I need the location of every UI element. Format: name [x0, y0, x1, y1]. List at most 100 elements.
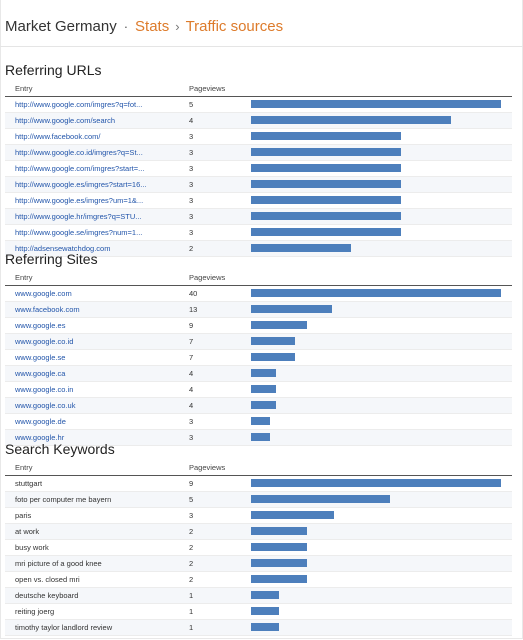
- entry-link[interactable]: www.facebook.com: [15, 305, 80, 314]
- table-row: timothy taylor landlord review 1: [5, 620, 512, 636]
- pageviews-bar: [251, 401, 276, 409]
- entry-link[interactable]: http://www.google.hr/imgres?q=STU...: [15, 212, 142, 221]
- pageviews-bar: [251, 148, 401, 156]
- entry-link[interactable]: www.google.ca: [15, 369, 66, 378]
- entry-text: timothy taylor landlord review: [15, 623, 113, 632]
- breadcrumb-current[interactable]: Traffic sources: [185, 17, 284, 35]
- entry-link[interactable]: http://www.google.es/imgres?start=16...: [15, 180, 147, 189]
- entry-link[interactable]: http://www.google.com/imgres?q=fot...: [15, 100, 143, 109]
- search-keywords-section: Search Keywords Entry Pageviews stuttgar…: [0, 439, 512, 636]
- entry-text: stuttgart: [15, 479, 43, 488]
- pageviews-value: 5: [189, 495, 194, 504]
- pageviews-bar: [251, 591, 279, 599]
- pageviews-bar: [251, 527, 307, 535]
- pageviews-bar: [251, 337, 295, 345]
- entry-text: open vs. closed mri: [15, 575, 80, 584]
- pageviews-value: 3: [189, 164, 194, 173]
- table-row: www.google.co.uk 4: [5, 398, 512, 414]
- breadcrumb-chevron-icon: ›: [175, 18, 180, 34]
- pageviews-value: 9: [189, 479, 194, 488]
- pageviews-bar: [251, 479, 501, 487]
- table-row: open vs. closed mri 2: [5, 572, 512, 588]
- table-row: www.google.co.id 7: [5, 334, 512, 350]
- pageviews-bar: [251, 305, 332, 313]
- table-body: stuttgart 9 foto per computer me bayern 5 pa…: [5, 476, 512, 636]
- pageviews-column-header: Pageviews: [189, 84, 226, 93]
- entry-link[interactable]: http://www.google.es/imgres?um=1&...: [15, 196, 144, 205]
- pageviews-value: 3: [189, 196, 194, 205]
- pageviews-value: 2: [189, 527, 194, 536]
- pageviews-bar: [251, 385, 276, 393]
- pageviews-value: 5: [189, 100, 194, 109]
- pageviews-value: 4: [189, 116, 194, 125]
- entry-link[interactable]: www.google.de: [15, 417, 66, 426]
- table-row: www.google.es 9: [5, 318, 512, 334]
- pageviews-bar: [251, 495, 390, 503]
- entry-link[interactable]: http://www.google.se/imgres?num=1...: [15, 228, 143, 237]
- table-row: http://www.google.co.id/imgres?q=St... 3: [5, 145, 512, 161]
- table-row: www.google.hr 3: [5, 430, 512, 446]
- pageviews-bar: [251, 433, 270, 441]
- pageviews-bar: [251, 321, 307, 329]
- pageviews-value: 7: [189, 337, 194, 346]
- table-row: deutsche keyboard 1: [5, 588, 512, 604]
- entry-link[interactable]: www.google.co.uk: [15, 401, 76, 410]
- pageviews-column-header: Pageviews: [189, 463, 226, 472]
- pageviews-value: 1: [189, 591, 194, 600]
- pageviews-bar: [251, 100, 501, 108]
- entry-link[interactable]: http://www.google.co.id/imgres?q=St...: [15, 148, 143, 157]
- pageviews-bar: [251, 289, 501, 297]
- pageviews-value: 3: [189, 180, 194, 189]
- pageviews-bar: [251, 559, 307, 567]
- pageviews-bar: [251, 116, 451, 124]
- table-row: stuttgart 9: [5, 476, 512, 492]
- table-row: http://www.google.es/imgres?um=1&... 3: [5, 193, 512, 209]
- entry-link[interactable]: www.google.co.in: [15, 385, 74, 394]
- table-row: busy work 2: [5, 540, 512, 556]
- pageviews-value: 3: [189, 511, 194, 520]
- entry-link[interactable]: http://adsensewatchdog.com: [15, 244, 111, 253]
- pageviews-value: 1: [189, 623, 194, 632]
- table-row: www.google.se 7: [5, 350, 512, 366]
- pageviews-value: 4: [189, 385, 194, 394]
- pageviews-value: 3: [189, 212, 194, 221]
- table-row: http://www.google.es/imgres?start=16... 3: [5, 177, 512, 193]
- pageviews-bar: [251, 511, 334, 519]
- referring-sites-section: Referring Sites Entry Pageviews www.goog…: [0, 249, 512, 446]
- pageviews-value: 40: [189, 289, 198, 298]
- pageviews-bar: [251, 228, 401, 236]
- entry-link[interactable]: http://www.facebook.com/: [15, 132, 101, 141]
- entry-text: reiting joerg: [15, 607, 55, 616]
- table-body: www.google.com 40 www.facebook.com 13 www.go…: [5, 286, 512, 446]
- entry-link[interactable]: http://www.google.com/imgres?start=...: [15, 164, 145, 173]
- pageviews-bar: [251, 196, 401, 204]
- table-row: paris 3: [5, 508, 512, 524]
- table-row: http://www.facebook.com/3: [5, 129, 512, 145]
- breadcrumb-stats-link[interactable]: Stats: [135, 17, 170, 35]
- table-row: reiting joerg 1: [5, 604, 512, 620]
- pageviews-value: 2: [189, 575, 194, 584]
- table-body: http://www.google.com/imgres?q=fot... 5 ht…: [5, 97, 512, 257]
- entry-link[interactable]: www.google.co.id: [15, 337, 74, 346]
- entry-text: deutsche keyboard: [15, 591, 79, 600]
- pageviews-value: 1: [189, 607, 194, 616]
- entry-link[interactable]: http://www.google.com/search: [15, 116, 116, 125]
- pageviews-value: 2: [189, 543, 194, 552]
- entry-link[interactable]: www.google.es: [15, 321, 66, 330]
- pageviews-value: 4: [189, 401, 194, 410]
- section-title: Search Keywords: [5, 441, 115, 457]
- entry-link[interactable]: www.google.se: [15, 353, 66, 362]
- pageviews-column-header: Pageviews: [189, 273, 226, 282]
- pageviews-bar: [251, 623, 279, 631]
- pageviews-value: 9: [189, 321, 194, 330]
- pageviews-value: 3: [189, 148, 194, 157]
- pageviews-bar: [251, 212, 401, 220]
- section-title: Referring Sites: [5, 251, 98, 267]
- pageviews-bar: [251, 369, 276, 377]
- entry-text: mri picture of a good knee: [15, 559, 102, 568]
- entry-link[interactable]: www.google.com: [15, 289, 72, 298]
- entry-link[interactable]: www.google.hr: [15, 433, 65, 442]
- entry-column-header: Entry: [15, 273, 33, 282]
- entry-column-header: Entry: [15, 84, 33, 93]
- table-row: foto per computer me bayern 5: [5, 492, 512, 508]
